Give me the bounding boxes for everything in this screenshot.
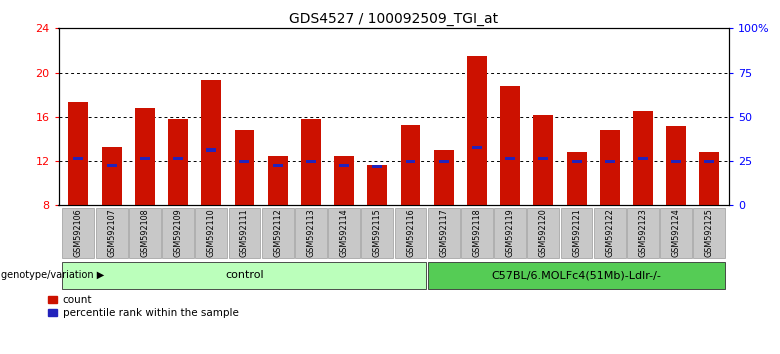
Bar (239, 160, 250, 162)
Bar (301, 119, 321, 205)
Bar (704, 160, 714, 162)
Bar (328, 207, 360, 258)
Legend: count, percentile rank within the sample: count, percentile rank within the sample (48, 296, 239, 318)
Bar (427, 262, 725, 289)
Bar (140, 157, 150, 160)
Bar (262, 207, 293, 258)
Bar (495, 207, 526, 258)
Text: GSM592114: GSM592114 (339, 209, 349, 257)
Text: GSM592113: GSM592113 (307, 209, 315, 257)
Text: GSM592123: GSM592123 (639, 209, 647, 257)
Bar (472, 146, 482, 149)
Bar (107, 164, 117, 167)
Bar (201, 80, 222, 205)
Bar (101, 147, 122, 205)
Text: GSM592124: GSM592124 (672, 209, 681, 257)
Bar (295, 207, 327, 258)
Text: GSM592119: GSM592119 (505, 209, 515, 257)
Bar (534, 115, 553, 205)
Bar (96, 207, 128, 258)
Bar (73, 157, 83, 160)
Bar (660, 207, 692, 258)
Bar (505, 157, 515, 160)
Bar (693, 207, 725, 258)
Bar (367, 166, 387, 205)
Bar (594, 207, 626, 258)
Text: GSM592115: GSM592115 (373, 209, 381, 257)
Bar (334, 155, 354, 205)
Bar (129, 207, 161, 258)
Bar (604, 160, 615, 162)
Bar (572, 160, 582, 162)
Text: GSM592118: GSM592118 (473, 209, 481, 257)
Bar (633, 111, 653, 205)
Bar (268, 155, 288, 205)
Bar (135, 108, 154, 205)
Text: GSM592106: GSM592106 (74, 209, 83, 257)
Text: GSM592112: GSM592112 (273, 209, 282, 257)
Text: C57BL/6.MOLFc4(51Mb)-Ldlr-/-: C57BL/6.MOLFc4(51Mb)-Ldlr-/- (491, 270, 661, 280)
Bar (229, 207, 261, 258)
Text: GSM592111: GSM592111 (240, 209, 249, 257)
Bar (372, 165, 382, 168)
Bar (235, 130, 254, 205)
Bar (173, 157, 183, 160)
Bar (406, 160, 416, 162)
Text: GSM592120: GSM592120 (539, 209, 548, 257)
Text: control: control (225, 270, 264, 280)
Bar (527, 207, 559, 258)
Bar (666, 126, 686, 205)
Bar (395, 207, 427, 258)
Text: GSM592117: GSM592117 (439, 209, 448, 257)
Bar (671, 160, 681, 162)
Bar (600, 130, 620, 205)
Bar (561, 207, 593, 258)
Text: GSM592121: GSM592121 (572, 209, 581, 257)
Text: GSM592109: GSM592109 (173, 209, 183, 257)
Bar (700, 152, 719, 205)
Bar (538, 157, 548, 160)
Bar (627, 207, 659, 258)
Bar (168, 119, 188, 205)
Bar (195, 207, 227, 258)
Bar (467, 56, 487, 205)
Bar (62, 262, 427, 289)
Bar (62, 207, 94, 258)
Bar (206, 148, 216, 152)
Bar (434, 150, 454, 205)
Bar (401, 125, 420, 205)
Bar (500, 86, 520, 205)
Bar (638, 157, 648, 160)
Bar (361, 207, 393, 258)
Bar (339, 164, 349, 167)
Bar (273, 164, 282, 167)
Bar (438, 160, 448, 162)
Text: GSM592110: GSM592110 (207, 209, 216, 257)
Bar (69, 102, 88, 205)
Bar (566, 152, 587, 205)
Text: GSM592122: GSM592122 (605, 208, 615, 257)
Title: GDS4527 / 100092509_TGI_at: GDS4527 / 100092509_TGI_at (289, 12, 498, 26)
Bar (162, 207, 194, 258)
Text: GSM592116: GSM592116 (406, 209, 415, 257)
Bar (461, 207, 493, 258)
Text: GSM592107: GSM592107 (107, 209, 116, 257)
Bar (306, 160, 316, 162)
Text: genotype/variation ▶: genotype/variation ▶ (1, 270, 104, 280)
Text: GSM592108: GSM592108 (140, 209, 149, 257)
Text: GSM592125: GSM592125 (705, 208, 714, 257)
Bar (427, 207, 459, 258)
